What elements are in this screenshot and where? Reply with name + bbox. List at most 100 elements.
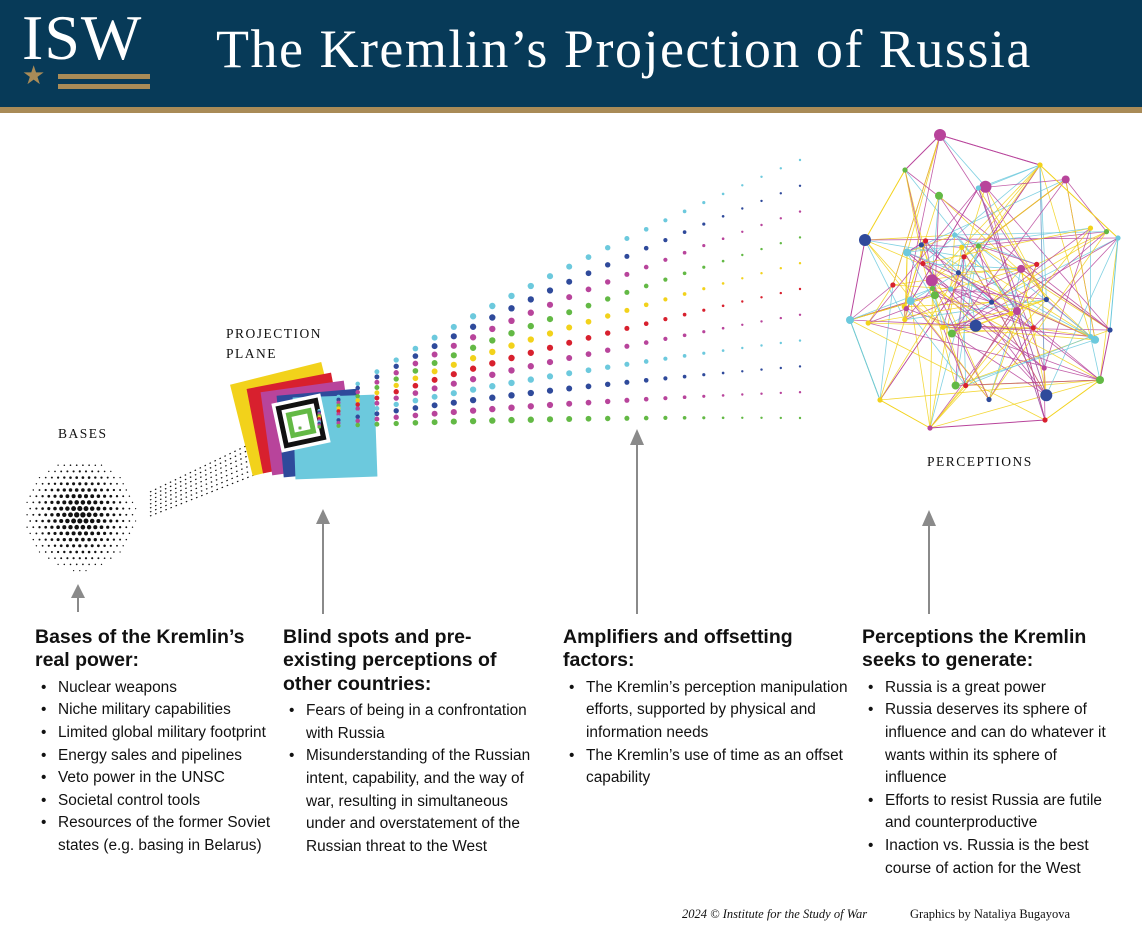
network-edge [903,240,926,307]
fan-dot [489,371,496,378]
fan-dot [355,381,360,387]
fan-dot [741,300,744,303]
fan-dot [643,340,649,345]
fan-dot [412,360,419,367]
fan-dot [450,409,457,416]
network-edge [1020,268,1047,396]
halftone-dot [41,482,44,485]
halftone-dot [59,506,64,511]
network-edge [931,280,976,327]
fan-dot [760,199,763,203]
network-edge [938,195,1018,312]
network-node [979,180,992,193]
fan-dot [336,394,341,399]
fan-dot [566,263,573,270]
fan-dot [393,414,399,420]
halftone-dot [110,470,112,473]
fan-dot [741,230,744,233]
network-edge [1090,336,1101,381]
halftone-dot [56,488,60,492]
network-edge [961,164,1041,248]
network-edge [1010,231,1107,314]
header-banner: ISW ★ The Kremlin’s Projection of Russia [0,0,1142,107]
fan-dot [508,392,515,399]
network-edge [849,288,933,321]
fan-dot [566,324,573,331]
halftone-dot [105,513,110,517]
fan-dot [355,422,360,428]
halftone-dot [115,507,119,510]
network-edge [939,134,1041,166]
halftone-dot [85,570,87,572]
bullet-list: The Kremlin’s perception manipulation ef… [563,677,853,790]
halftone-dot [62,525,67,530]
halftone-dot [93,500,98,505]
network-edge [849,319,976,327]
network-edge [892,134,941,286]
fan-dot [469,355,477,362]
network-edge [929,310,1018,429]
fan-dot [798,184,802,187]
fan-dot [798,210,802,213]
logo-bar [58,84,150,89]
network-edge [910,300,931,429]
network-edge [922,164,1041,264]
fan-dot [624,289,630,295]
halftone-dot [74,500,79,505]
fan-dot [585,270,592,277]
halftone-dot [87,476,91,479]
network-edge [963,256,1091,337]
halftone-dot [81,537,85,542]
fan-dot [431,351,438,358]
fan-dot [663,336,668,341]
fan-dot [643,321,649,327]
fan-dot [604,415,611,422]
halftone-dot [109,532,113,535]
fan-dot [585,383,592,390]
halftone-dot [118,513,122,517]
halftone-dot [47,519,51,523]
fan-dot [546,316,554,323]
halftone-dot [83,518,89,524]
network-node [1103,229,1110,235]
halftone-dot [80,512,86,518]
perceptions-label: PERCEPTIONS [927,454,1033,469]
halftone-dot [35,495,38,498]
halftone-dot [125,513,128,516]
fan-dot [431,376,438,383]
fan-dot [546,287,554,294]
fan-dot [469,365,477,372]
network-node [951,381,960,390]
fan-dot [760,392,763,395]
list-item: Resources of the former Soviet states (e… [35,812,271,857]
column-heading: Bases of the Kremlin’s real power: [35,626,245,672]
fan-dot [527,282,534,290]
amplifier-dot-fan [298,158,802,430]
halftone-dot [65,494,70,499]
halftone-dot [53,531,57,535]
column-blind-spots: Blind spots and pre-existing perceptions… [283,626,539,858]
fan-dot [624,361,630,367]
network-node [1041,365,1047,371]
halftone-dot [54,470,56,473]
fan-dot [431,368,438,375]
network-edge [929,299,1047,429]
fan-dot [624,271,630,277]
network-node [927,425,933,431]
halftone-dot [77,506,83,512]
network-edge [879,379,1101,401]
network-node [902,317,908,323]
network-edge [932,288,1045,369]
fan-dot [663,317,668,322]
fan-dot [779,192,782,195]
fan-dot [412,397,419,404]
fan-dot [798,236,802,239]
network-edge [906,187,979,309]
halftone-dot [68,525,73,530]
fan-dot [624,415,630,421]
halftone-dot [56,512,61,517]
fan-dot [566,339,573,346]
fan-dot [604,330,611,336]
fan-dot [741,370,744,373]
network-node [934,129,946,141]
